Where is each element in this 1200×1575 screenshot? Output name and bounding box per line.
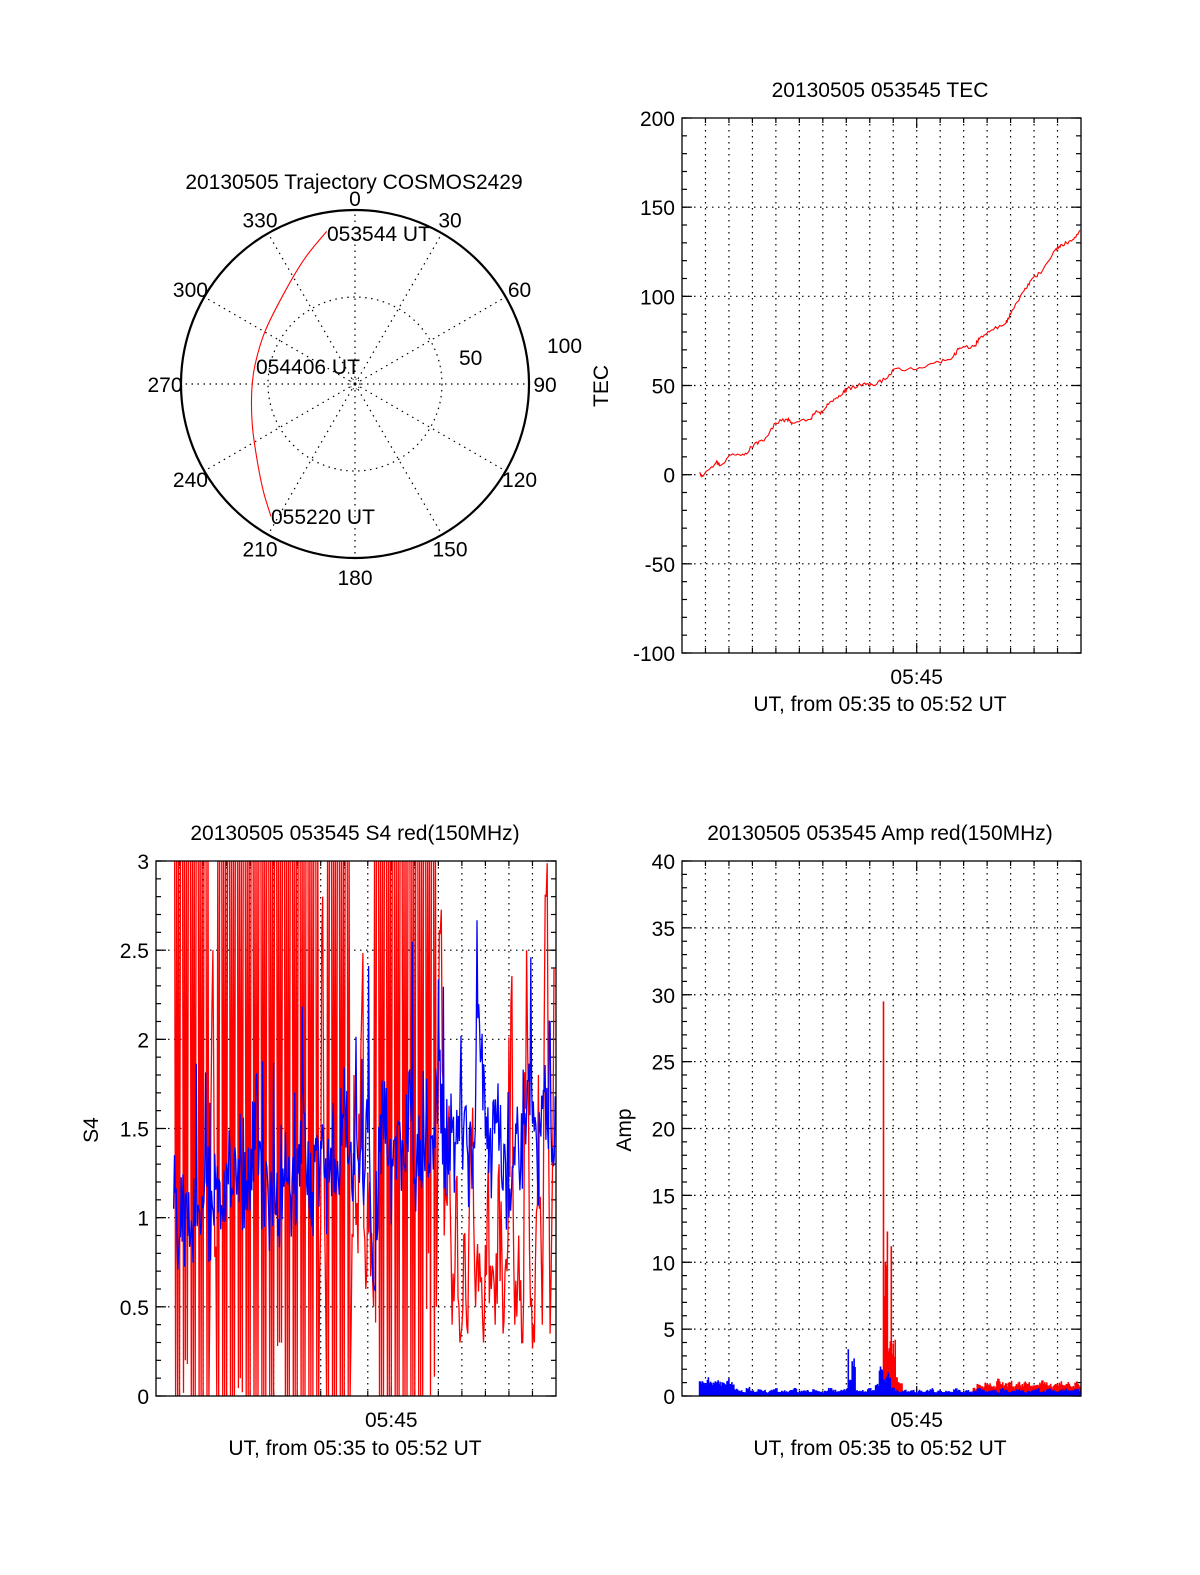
polar-spoke-60 — [354, 296, 506, 385]
tec-series-0 — [699, 229, 1081, 478]
tec-ytick-label: -100 — [633, 643, 675, 666]
tec-grid — [682, 118, 1081, 653]
s4-xlabel: UT, from 05:35 to 05:52 UT — [228, 1437, 481, 1460]
polar-spoke-120 — [354, 383, 506, 472]
azimuth-label-60: 60 — [508, 279, 531, 302]
tec-ticks — [682, 117, 1081, 654]
amp-ytick-label: 0 — [663, 1386, 675, 1409]
s4-ylabel: S4 — [80, 1117, 103, 1143]
azimuth-label-240: 240 — [173, 469, 208, 492]
trajectory-line — [250, 231, 328, 517]
tec-xlabel: UT, from 05:35 to 05:52 UT — [753, 693, 1006, 716]
s4-data — [172, 861, 556, 1396]
amp-grid — [682, 861, 1081, 1396]
azimuth-label-330: 330 — [242, 209, 277, 232]
amp-data — [698, 1001, 1081, 1396]
polar-center-marker — [349, 378, 361, 390]
amp-ytick-label: 15 — [652, 1185, 675, 1208]
tec-ytick-label: 0 — [663, 465, 675, 488]
tec-ylabel: TEC — [590, 365, 613, 407]
azimuth-label-120: 120 — [502, 469, 537, 492]
azimuth-label-180: 180 — [337, 567, 372, 590]
tec-title: 20130505 053545 TEC — [772, 79, 989, 102]
amp-title: 20130505 053545 Amp red(150MHz) — [707, 822, 1053, 845]
s4-axis-box — [155, 860, 557, 1397]
polar-grid: 0 30 60 90 120 150 180 210 240 270 300 330 — [147, 188, 556, 590]
amp-xlabel: UT, from 05:35 to 05:52 UT — [753, 1437, 1006, 1460]
s4-ytick-label: 1.5 — [120, 1119, 149, 1142]
s4-ytick-label: 0.5 — [120, 1297, 149, 1320]
azimuth-label-90: 90 — [533, 374, 556, 397]
polar-spoke-150 — [354, 383, 443, 535]
s4-title: 20130505 053545 S4 red(150MHz) — [190, 822, 519, 845]
amp-axis-box — [681, 860, 1082, 1397]
azimuth-label-270: 270 — [147, 374, 182, 397]
s4-ytick-label: 0 — [137, 1386, 149, 1409]
amp-ytick-label: 10 — [652, 1252, 675, 1275]
trajectory-polar-plot: 20130505 Trajectory COSMOS2429 0 30 60 90 12… — [147, 171, 582, 590]
annotation-end-time: 055220 UT — [271, 506, 375, 529]
azimuth-label-150: 150 — [432, 539, 467, 562]
polar-outer-circle — [179, 208, 531, 560]
amp-ytick-label: 5 — [663, 1319, 675, 1342]
amp-ylabel: Amp — [613, 1108, 636, 1151]
s4-ytick-label: 1 — [137, 1208, 149, 1231]
tec-data — [699, 229, 1081, 478]
tec-ytick-label: 200 — [640, 108, 675, 131]
polar-spoke-210 — [267, 383, 356, 535]
azimuth-label-300: 300 — [173, 279, 208, 302]
tec-axis-box — [681, 117, 1082, 654]
polar-spoke-330 — [267, 233, 356, 385]
polar-spoke-300 — [204, 296, 356, 385]
s4-plot: 20130505 053545 S4 red(150MHz) UT, from … — [80, 822, 557, 1460]
polar-data — [250, 231, 328, 517]
s4-series-blue — [172, 920, 556, 1293]
tec-ytick-label: 100 — [640, 286, 675, 309]
annotation-mid-time: 054406 UT — [256, 356, 360, 379]
amp-xtick-label: 05:45 — [890, 1409, 943, 1432]
amp-ytick-label: 20 — [652, 1119, 675, 1142]
tec-plot: 20130505 053545 TEC UT, from 05:35 to 05… — [590, 79, 1082, 716]
polar-spoke-240 — [204, 383, 356, 472]
azimuth-label-30: 30 — [438, 209, 461, 232]
tec-ytick-label: -50 — [645, 554, 675, 577]
s4-series-red — [173, 861, 555, 1396]
s4-ytick-label: 2 — [137, 1029, 149, 1052]
s4-ytick-label: 2.5 — [120, 940, 149, 963]
azimuth-label-0: 0 — [349, 188, 361, 211]
amp-ytick-label: 25 — [652, 1052, 675, 1075]
amp-plot: 20130505 053545 Amp red(150MHz) UT, from… — [613, 822, 1082, 1460]
polar-ring-50 — [267, 296, 443, 472]
s4-xtick-label: 05:45 — [365, 1409, 418, 1432]
tec-ytick-label: 50 — [652, 376, 675, 399]
amp-series-blue — [698, 1349, 1081, 1396]
s4-ytick-label: 3 — [137, 851, 149, 874]
azimuth-label-210: 210 — [242, 539, 277, 562]
tec-ytick-label: 150 — [640, 197, 675, 220]
tec-xtick-label: 05:45 — [890, 666, 943, 689]
amp-ytick-label: 35 — [652, 918, 675, 941]
amp-ytick-label: 30 — [652, 985, 675, 1008]
amp-ytick-label: 40 — [652, 851, 675, 874]
trajectory-title: 20130505 Trajectory COSMOS2429 — [185, 171, 522, 194]
radial-label-50: 50 — [459, 347, 482, 370]
radial-label-100: 100 — [547, 335, 582, 358]
polar-spoke-30 — [354, 233, 443, 385]
annotation-start-time: 053544 UT — [327, 223, 431, 246]
